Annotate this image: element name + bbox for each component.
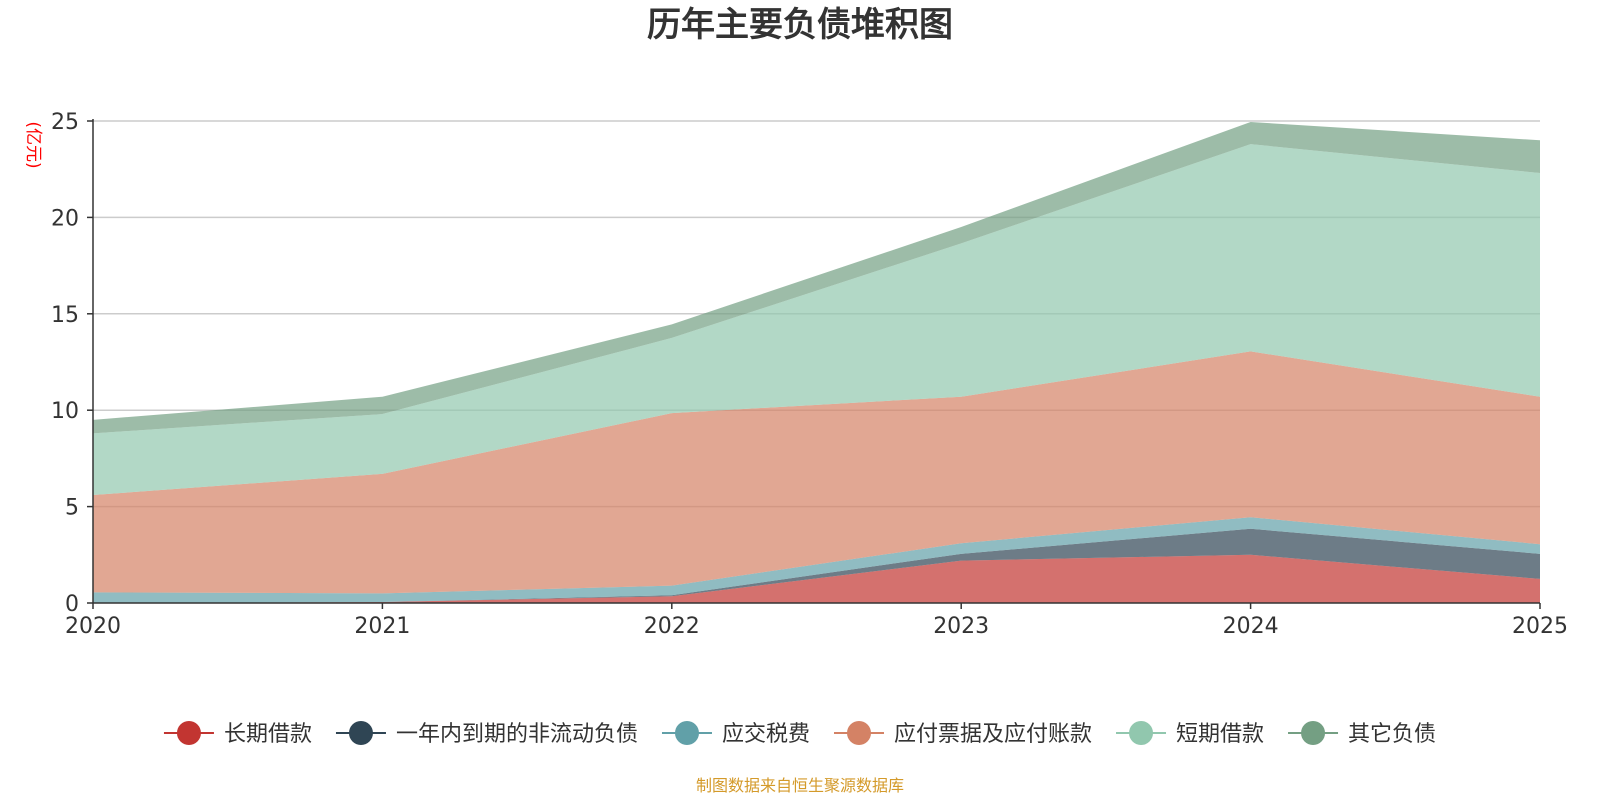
x-tick-label-2022: 2022 (644, 614, 700, 639)
area-series-2 (93, 528, 1540, 603)
legend-label-2: 一年内到期的非流动负债 (396, 722, 638, 747)
area-series-4 (93, 351, 1540, 594)
source-note: 制图数据来自恒生聚源数据库 (696, 776, 904, 795)
area-series-1 (93, 554, 1540, 603)
legend-label-5: 短期借款 (1176, 722, 1264, 747)
legend-item-2[interactable]: 一年内到期的非流动负债 (335, 721, 638, 747)
area-series-5 (93, 144, 1540, 496)
y-tick-label-5: 5 (65, 496, 79, 521)
x-tick-label-2025: 2025 (1512, 614, 1568, 639)
legend-item-1[interactable]: 长期借款 (163, 721, 312, 747)
legend-item-5[interactable]: 短期借款 (1116, 721, 1264, 747)
legend-item-4[interactable]: 应付票据及应付账款 (834, 721, 1092, 747)
legend-marker-icon-3 (674, 721, 699, 745)
y-tick-label-15: 15 (51, 303, 79, 328)
legend-marker-icon-5 (1129, 721, 1154, 745)
legend-marker-icon-1 (176, 721, 201, 745)
legend-label-4: 应付票据及应付账款 (894, 722, 1092, 747)
x-tick-label-2023: 2023 (933, 614, 989, 639)
x-tick-label-2024: 2024 (1223, 614, 1279, 639)
area-series-6 (93, 121, 1540, 434)
x-tick-label-2021: 2021 (354, 614, 410, 639)
legend-item-3[interactable]: 应交税费 (661, 721, 810, 747)
y-tick-label-25: 25 (51, 110, 79, 135)
area-series-3 (93, 517, 1540, 603)
legend-marker-icon-6 (1301, 721, 1326, 745)
area-series-group (93, 121, 1540, 603)
legend-item-6[interactable]: 其它负债 (1288, 721, 1436, 747)
y-tick-label-10: 10 (51, 399, 79, 424)
legend-label-1: 长期借款 (224, 722, 312, 747)
y-axis-unit-label: (亿元) (23, 121, 43, 168)
legend-label-3: 应交税费 (722, 722, 810, 747)
legend-label-6: 其它负债 (1348, 722, 1436, 747)
y-tick-label-20: 20 (51, 206, 79, 231)
y-tick-label-0: 0 (65, 592, 79, 617)
x-tick-label-2020: 2020 (65, 614, 121, 639)
legend-marker-icon-2 (348, 721, 373, 745)
chart-title: 历年主要负债堆积图 (647, 5, 953, 45)
legend-marker-icon-4 (847, 721, 871, 745)
legend: 长期借款 一年内到期的非流动负债 应交税费 应付票据及应付账款 短期借款 其它负债 (163, 721, 1436, 747)
